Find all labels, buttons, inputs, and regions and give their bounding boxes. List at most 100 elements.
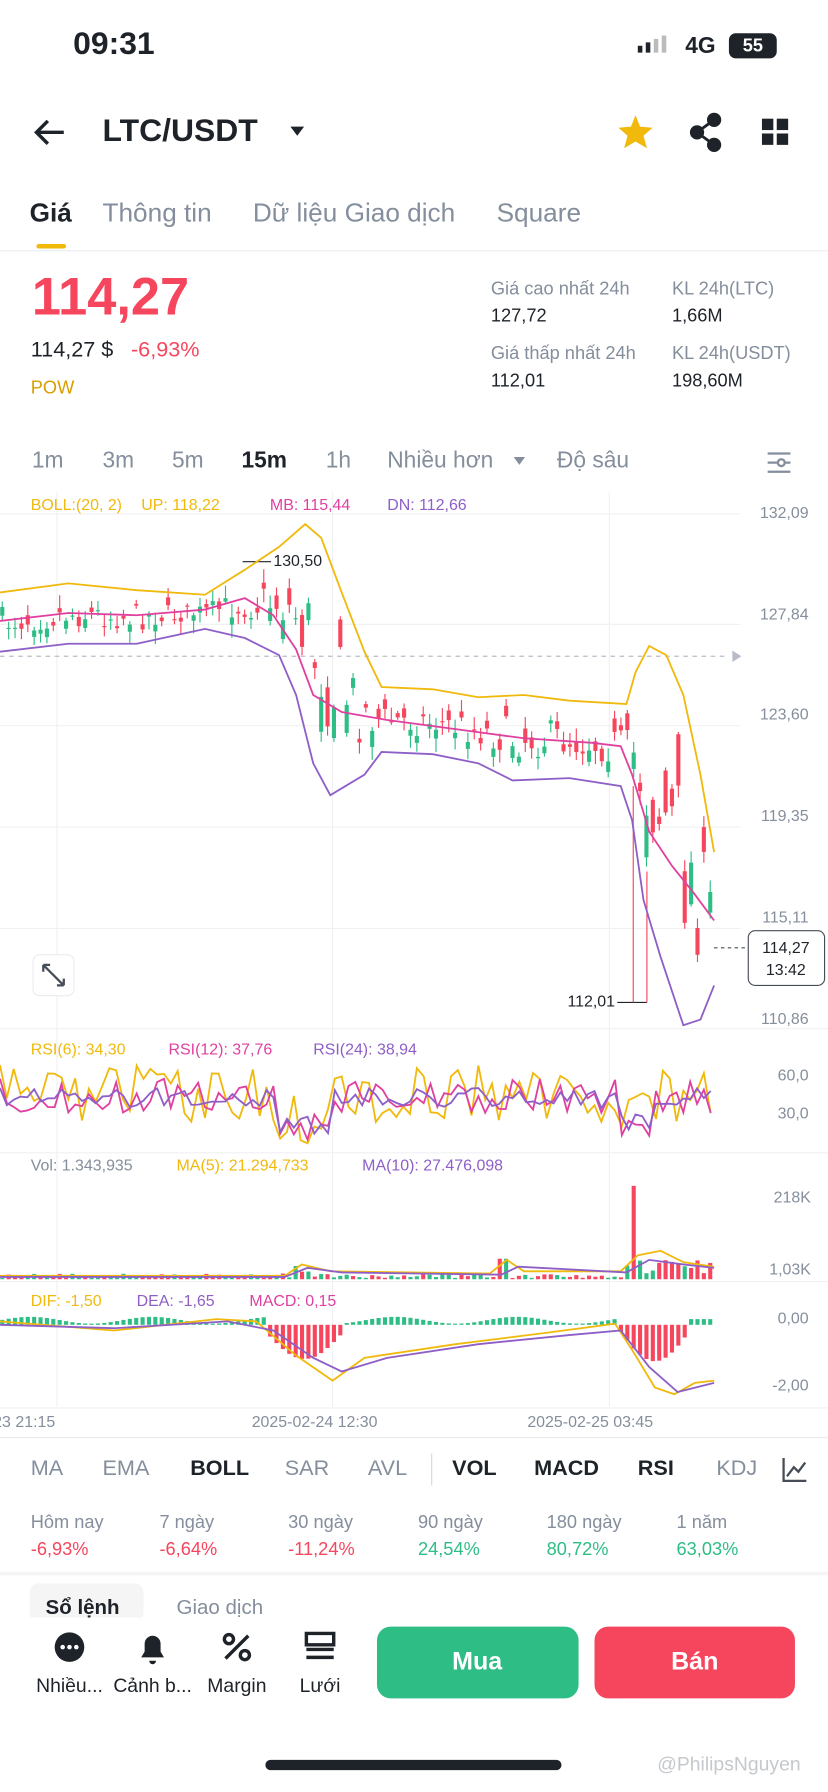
candle-body <box>134 603 139 606</box>
action-label[interactable]: Lưới <box>300 1675 341 1697</box>
indicator-tab[interactable]: RSI <box>638 1455 674 1480</box>
interval[interactable]: 5m <box>172 447 204 473</box>
macd-bar <box>587 1323 592 1325</box>
candle-body <box>689 862 694 905</box>
volume-bar <box>669 1261 675 1280</box>
macd-bar <box>261 1317 266 1325</box>
volume-bar <box>395 1277 400 1280</box>
favorite-star[interactable] <box>618 115 653 149</box>
current-price-box <box>747 930 826 986</box>
dot <box>67 1644 72 1650</box>
macd-legend: DIF: -1,50 <box>31 1293 102 1310</box>
more-dropdown[interactable] <box>513 456 526 465</box>
dot <box>60 1644 65 1650</box>
tab[interactable]: Giá <box>30 197 73 227</box>
candle-body <box>255 607 260 613</box>
candle-body <box>370 730 375 747</box>
indicator-tab[interactable]: BOLL <box>190 1455 249 1480</box>
volume-bar <box>421 1273 426 1280</box>
last-price: 114,27 <box>32 269 189 327</box>
tab[interactable]: Dữ liệu Giao dịch <box>253 197 455 227</box>
perf-label: 30 ngày <box>288 1512 354 1532</box>
action-label[interactable]: Nhiều... <box>36 1675 103 1697</box>
indicator-tab[interactable]: MA <box>31 1455 64 1480</box>
interval[interactable]: Độ sâu <box>557 447 629 473</box>
candle-body <box>625 713 630 731</box>
macd-bar <box>140 1317 145 1325</box>
candle-body <box>146 614 152 617</box>
share-button[interactable] <box>689 112 722 152</box>
m <box>238 1648 252 1662</box>
scroll-arrow[interactable] <box>732 650 742 662</box>
book-tab[interactable]: Sổ lệnh <box>46 1596 120 1619</box>
interval[interactable]: 3m <box>103 447 135 473</box>
candle-body <box>523 728 528 743</box>
macd-bar <box>561 1322 566 1325</box>
indicator-tab[interactable]: AVL <box>368 1455 407 1480</box>
buy-button[interactable] <box>376 1626 579 1699</box>
indicator-tab[interactable]: EMA <box>103 1455 150 1480</box>
indicator-tab[interactable]: MACD <box>534 1455 599 1480</box>
rsi-legend: RSI(6): 34,30 <box>31 1042 126 1059</box>
pair-title[interactable]: LTC/USDT <box>103 112 259 148</box>
macd-bar <box>312 1324 317 1357</box>
expand-button[interactable] <box>32 954 75 997</box>
book-tab[interactable]: Giao dịch <box>177 1596 264 1619</box>
grid <box>0 492 828 1409</box>
candle-body <box>504 705 509 717</box>
buy-label[interactable]: Mua <box>452 1648 503 1676</box>
sell-label[interactable]: Bán <box>671 1648 718 1676</box>
macd-bar <box>669 1324 675 1353</box>
candle-body <box>414 736 419 743</box>
candle-body <box>115 626 120 629</box>
candle-body <box>663 770 668 813</box>
candle-body <box>701 827 706 852</box>
rsi-24 <box>0 1086 712 1136</box>
interval[interactable]: 1m <box>32 447 64 473</box>
stat-value: 198,60M <box>672 371 743 391</box>
action-label[interactable]: Margin <box>207 1675 266 1697</box>
layout-button[interactable] <box>761 118 789 145</box>
usd-price: 114,27 $ <box>31 337 114 362</box>
interval[interactable]: 15m <box>241 447 287 473</box>
action-label[interactable]: Cảnh b... <box>113 1675 192 1697</box>
candle-body <box>676 734 681 786</box>
action-icons <box>54 1631 336 1665</box>
price-axis-label: 110,86 <box>761 1011 809 1028</box>
macd-bar <box>57 1320 62 1325</box>
vol-legend: MA(5): 21.294,733 <box>177 1158 309 1175</box>
interval[interactable]: Nhiều hơn <box>387 447 493 473</box>
indicator-tab[interactable]: KDJ <box>716 1455 757 1480</box>
volume-bar <box>319 1274 324 1280</box>
candle-body <box>363 704 368 708</box>
watermark: @PhilipsNguyen <box>657 1754 800 1776</box>
macd-bar <box>306 1324 311 1359</box>
indicator-settings[interactable] <box>782 1458 807 1482</box>
sell-button[interactable] <box>594 1626 795 1699</box>
macd-bar <box>19 1317 24 1325</box>
tab[interactable]: Thông tin <box>103 197 212 227</box>
macd-bar <box>357 1321 362 1325</box>
price-axis-label: 115,11 <box>762 909 809 926</box>
indicator-tab[interactable]: VOL <box>452 1455 496 1480</box>
indicator-tab[interactable]: SAR <box>285 1455 329 1480</box>
perf-value: 24,54% <box>418 1539 480 1559</box>
volume-bar <box>299 1271 305 1280</box>
pair-dropdown[interactable] <box>290 126 305 136</box>
boll-legend: BOLL:(20, 2) <box>31 497 122 514</box>
back-button[interactable] <box>34 119 64 145</box>
candle-body <box>631 752 636 770</box>
candle-body <box>299 615 305 647</box>
macd-bar <box>274 1324 279 1344</box>
boll-legend: DN: 112,66 <box>387 497 467 514</box>
candle-body <box>172 619 177 621</box>
battery <box>728 33 777 59</box>
book-tab-bg[interactable] <box>29 1583 144 1623</box>
vol-legend: MA(10): 27.476,098 <box>362 1158 503 1175</box>
macd-bar <box>408 1317 413 1325</box>
macd-bar <box>497 1318 502 1325</box>
candle-body <box>357 738 362 743</box>
tab[interactable]: Square <box>497 197 581 227</box>
chart-settings[interactable] <box>767 452 791 473</box>
interval[interactable]: 1h <box>326 447 351 473</box>
